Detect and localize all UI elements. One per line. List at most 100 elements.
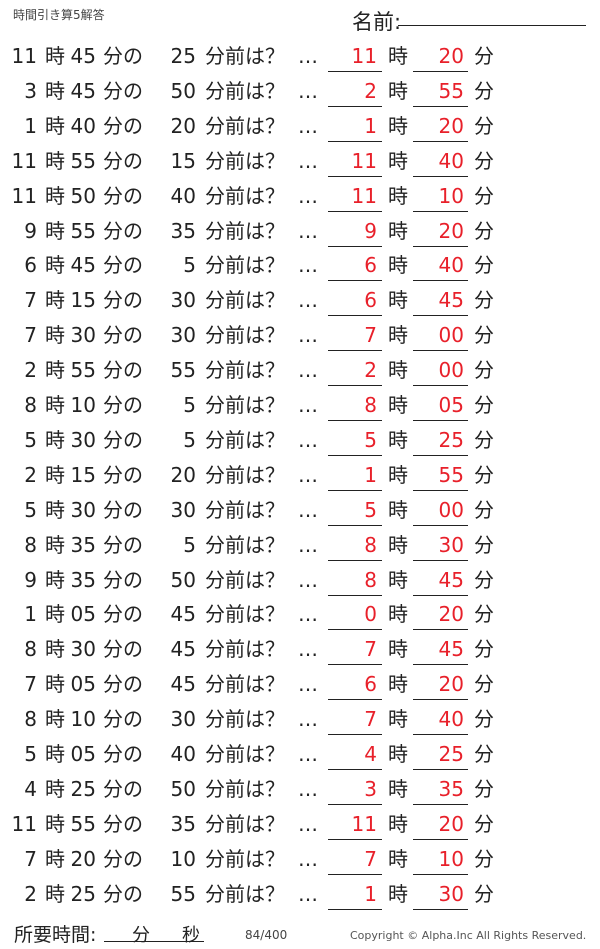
time-required-field[interactable] bbox=[104, 941, 204, 942]
answer-hour-unit: 時 bbox=[388, 288, 408, 313]
answer-minute-unit: 分 bbox=[474, 427, 494, 452]
answer-minute-line[interactable] bbox=[413, 71, 468, 72]
answer-minute-line[interactable] bbox=[413, 908, 468, 910]
answer-minute: 40 bbox=[438, 148, 464, 173]
answer-hour-line[interactable] bbox=[328, 559, 382, 561]
answer-hour-line[interactable] bbox=[328, 454, 382, 456]
answer-hour-line[interactable] bbox=[328, 280, 382, 282]
start-hour: 5 bbox=[24, 497, 37, 522]
answer-hour: 1 bbox=[364, 113, 377, 138]
ellipsis: … bbox=[298, 742, 318, 766]
before-text: 分前は？ bbox=[205, 846, 285, 871]
answer-hour-line[interactable] bbox=[328, 524, 382, 526]
answer-minute-line[interactable] bbox=[413, 734, 468, 736]
answer-hour-line[interactable] bbox=[328, 350, 382, 352]
answer-minute-line[interactable] bbox=[413, 140, 468, 142]
answer-hour-line[interactable] bbox=[328, 315, 382, 317]
ellipsis: … bbox=[298, 323, 318, 348]
ellipsis: … bbox=[298, 358, 318, 383]
answer-hour-line[interactable] bbox=[328, 210, 382, 212]
answer-minute-line[interactable] bbox=[413, 210, 468, 212]
answer-hour-line[interactable] bbox=[328, 908, 382, 910]
answer-hour-line[interactable] bbox=[328, 664, 382, 666]
name-field[interactable] bbox=[398, 25, 586, 26]
hour-unit: 時 bbox=[45, 532, 65, 557]
problem-row: 2 時 25 分の 55 分前は？… 1 時 30 分 bbox=[0, 882, 600, 916]
answer-minute: 20 bbox=[438, 44, 464, 68]
answer-minute-line[interactable] bbox=[413, 559, 468, 561]
answer-hour-line[interactable] bbox=[328, 734, 382, 736]
before-text: 分前は？ bbox=[205, 567, 285, 592]
answer-hour-line[interactable] bbox=[328, 385, 382, 387]
answer-minute-line[interactable] bbox=[413, 838, 468, 840]
answer-minute-line[interactable] bbox=[413, 873, 468, 875]
answer-minute-line[interactable] bbox=[413, 489, 468, 491]
answer-minute-line[interactable] bbox=[413, 524, 468, 526]
start-hour: 9 bbox=[24, 218, 37, 243]
answer-hour-line[interactable] bbox=[328, 245, 382, 247]
start-hour: 2 bbox=[24, 881, 37, 906]
subtract-minutes: 20 bbox=[170, 113, 196, 138]
start-minute: 05 bbox=[70, 602, 96, 627]
answer-minute-line[interactable] bbox=[413, 629, 468, 631]
answer-minute-line[interactable] bbox=[413, 594, 468, 596]
answer-hour-line[interactable] bbox=[328, 838, 382, 840]
answer-hour-unit: 時 bbox=[388, 427, 408, 452]
answer-hour-line[interactable] bbox=[328, 629, 382, 631]
answer-hour-line[interactable] bbox=[328, 699, 382, 701]
answer-minute-line[interactable] bbox=[413, 315, 468, 317]
of-text: 分の bbox=[103, 776, 143, 801]
before-text: 分前は？ bbox=[205, 183, 285, 208]
answer-hour-line[interactable] bbox=[328, 71, 382, 72]
of-text: 分の bbox=[103, 323, 143, 348]
answer-hour-line[interactable] bbox=[328, 594, 382, 596]
answer-hour-line[interactable] bbox=[328, 769, 382, 770]
answer-minute-line[interactable] bbox=[413, 280, 468, 282]
problem-row: 1 時 05 分の 45 分前は？… 0 時 20 分 bbox=[0, 602, 600, 636]
answer-hour-line[interactable] bbox=[328, 489, 382, 491]
answer-hour-unit: 時 bbox=[388, 637, 408, 662]
answer-minute-line[interactable] bbox=[413, 803, 468, 805]
answer-minute-line[interactable] bbox=[413, 245, 468, 247]
answer-hour-line[interactable] bbox=[328, 420, 382, 421]
answer-hour-line[interactable] bbox=[328, 175, 382, 177]
answer-hour-line[interactable] bbox=[328, 140, 382, 142]
answer-minute-line[interactable] bbox=[413, 454, 468, 456]
hour-unit: 時 bbox=[45, 323, 65, 348]
problem-row: 3 時 45 分の 50 分前は？… 2 時 55 分 bbox=[0, 79, 600, 113]
answer-hour: 0 bbox=[364, 602, 377, 627]
hour-unit: 時 bbox=[45, 393, 65, 417]
problem-row: 4 時 25 分の 50 分前は？… 3 時 35 分 bbox=[0, 777, 600, 811]
answer-hour-unit: 時 bbox=[388, 253, 408, 278]
answer-hour-unit: 時 bbox=[388, 811, 408, 836]
before-text: 分前は？ bbox=[205, 44, 285, 68]
answer-minute: 20 bbox=[438, 113, 464, 138]
of-text: 分の bbox=[103, 742, 143, 766]
problem-row: 2 時 15 分の 20 分前は？… 1 時 55 分 bbox=[0, 463, 600, 497]
answer-minute-line[interactable] bbox=[413, 420, 468, 421]
start-hour: 8 bbox=[24, 532, 37, 557]
before-text: 分前は？ bbox=[205, 323, 285, 348]
answer-minute-line[interactable] bbox=[413, 350, 468, 352]
answer-minute-line[interactable] bbox=[413, 105, 468, 107]
answer-hour-line[interactable] bbox=[328, 105, 382, 107]
answer-minute-line[interactable] bbox=[413, 175, 468, 177]
problem-row: 8 時 10 分の 5 分前は？… 8 時 05 分 bbox=[0, 393, 600, 427]
answer-hour: 11 bbox=[351, 148, 377, 173]
ellipsis: … bbox=[298, 532, 318, 557]
start-minute: 55 bbox=[70, 218, 96, 243]
problem-row: 11 時 55 分の 15 分前は？… 11 時 40 分 bbox=[0, 149, 600, 183]
start-minute: 45 bbox=[70, 253, 96, 278]
start-hour: 7 bbox=[24, 846, 37, 871]
answer-minute-line[interactable] bbox=[413, 699, 468, 701]
problem-row: 5 時 30 分の 5 分前は？… 5 時 25 分 bbox=[0, 428, 600, 462]
answer-minute-line[interactable] bbox=[413, 769, 468, 770]
answer-hour-unit: 時 bbox=[388, 218, 408, 243]
answer-minute: 05 bbox=[438, 393, 464, 417]
answer-hour: 6 bbox=[364, 253, 377, 278]
answer-hour-line[interactable] bbox=[328, 803, 382, 805]
answer-minute-line[interactable] bbox=[413, 385, 468, 387]
answer-minute-line[interactable] bbox=[413, 664, 468, 666]
of-text: 分の bbox=[103, 78, 143, 103]
answer-hour-line[interactable] bbox=[328, 873, 382, 875]
